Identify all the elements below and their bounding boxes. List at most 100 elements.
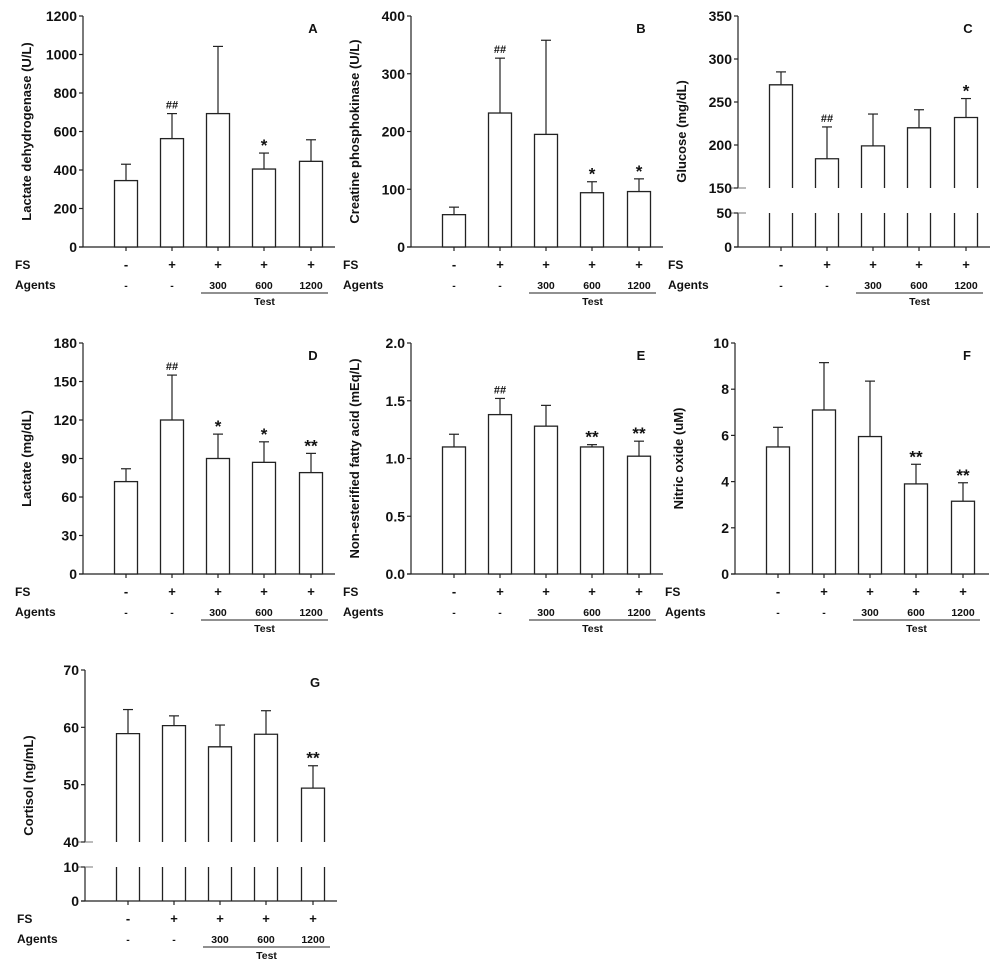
y-tick-label: 0 [71,893,79,909]
bar [903,483,929,575]
fs-label: + [214,257,222,272]
test-bracket-label: Test [906,623,927,635]
y-tick-label: 60 [61,489,77,505]
agents-label: 600 [583,607,601,619]
y-tick-label: 120 [54,412,78,428]
panel-label: G [310,675,320,690]
y-tick-label: 70 [63,662,79,678]
bar [205,112,231,248]
bar [441,446,467,575]
agents-label: - [779,280,783,292]
bar [159,419,185,575]
fs-label: + [168,257,176,272]
y-tick-label: 30 [61,528,77,544]
agents-label: - [776,607,780,619]
bar [205,457,231,575]
fs-label: + [588,257,596,272]
bar [207,746,233,842]
significance-hash: ## [821,113,833,125]
fs-label: + [307,584,315,599]
fs-row-label: FS [17,912,32,926]
agents-label: - [452,607,456,619]
fs-label: + [635,257,643,272]
significance-star: ** [304,436,318,455]
panel-b: 0 100 200 300 400 Creatine phosphokinase (U/L… [343,8,663,308]
agents-label: 1200 [301,934,325,946]
y-tick-label: 200 [382,124,406,140]
fs-label: + [959,584,967,599]
agents-label: 1200 [951,607,975,619]
y-tick-label: 250 [709,94,733,110]
bar [159,137,185,248]
y-tick-label: 150 [54,374,78,390]
significance-star: ** [909,447,923,466]
agents-row-label: Agents [668,278,709,292]
bar [253,733,279,842]
fs-label: - [779,257,783,272]
panel-label: E [637,348,646,363]
bar [251,461,277,575]
bar [768,84,794,188]
y-axis-label: Non-esterified fatty acid (mEq/L) [347,358,362,558]
panel-label: D [308,348,317,363]
fs-label: - [452,584,456,599]
panel-c: 0 50 150 200 250 300 350 Glucose (mg/dL) C - - ## + -… [668,8,990,308]
significance-star: ** [306,749,320,768]
y-tick-label: 90 [61,451,77,467]
fs-label: + [260,584,268,599]
significance-star: * [261,136,268,155]
agents-label: 600 [583,280,601,292]
fs-row-label: FS [15,585,30,599]
agents-row-label: Agents [15,605,56,619]
y-tick-label: 100 [382,181,406,197]
y-tick-label: 1200 [46,8,77,24]
fs-label: - [124,257,128,272]
panel-label: B [636,21,645,36]
significance-hash: ## [494,384,506,396]
fs-row-label: FS [665,585,680,599]
fs-label: + [912,584,920,599]
agents-label: - [498,280,502,292]
agents-label: - [452,280,456,292]
fs-label: + [216,911,224,926]
y-tick-label: 0 [397,239,405,255]
bar [533,425,559,575]
fs-label: + [170,911,178,926]
y-tick-label: 2 [721,520,729,536]
bar [860,145,886,188]
fs-label: - [126,911,130,926]
bar [161,724,187,842]
agents-label: 600 [255,280,273,292]
bar [811,409,837,575]
panel-d: 0 30 60 90 120 150 180 Lactate (mg/dL) D - - ## + - * +… [15,335,335,635]
agents-label: - [172,934,176,946]
y-tick-label: 1000 [46,47,77,63]
fs-label: + [542,257,550,272]
bar [115,732,141,842]
fs-label: + [542,584,550,599]
significance-hash: ## [166,361,178,373]
significance-star: * [636,162,643,181]
fs-label: - [124,584,128,599]
fs-row-label: FS [343,585,358,599]
fs-label: + [496,584,504,599]
y-tick-label: 1.0 [386,451,406,467]
bar [441,214,467,248]
y-tick-label: 1.5 [386,393,406,409]
y-tick-label: 600 [54,124,78,140]
significance-star: * [215,417,222,436]
agents-row-label: Agents [15,278,56,292]
fs-row-label: FS [668,258,683,272]
panel-f: 0 2 4 6 8 10 Nitric oxide (uM) F - - + - +300 ** +600 *… [665,335,989,635]
agents-label: 300 [211,934,229,946]
fs-label: + [260,257,268,272]
bar [953,116,979,188]
agents-label: 300 [209,280,227,292]
y-tick-label: 800 [54,85,78,101]
test-bracket-label: Test [254,623,275,635]
agents-label: 1200 [299,280,323,292]
fs-label: + [962,257,970,272]
agents-row-label: Agents [343,605,384,619]
bar [300,787,326,842]
y-tick-label: 8 [721,381,729,397]
